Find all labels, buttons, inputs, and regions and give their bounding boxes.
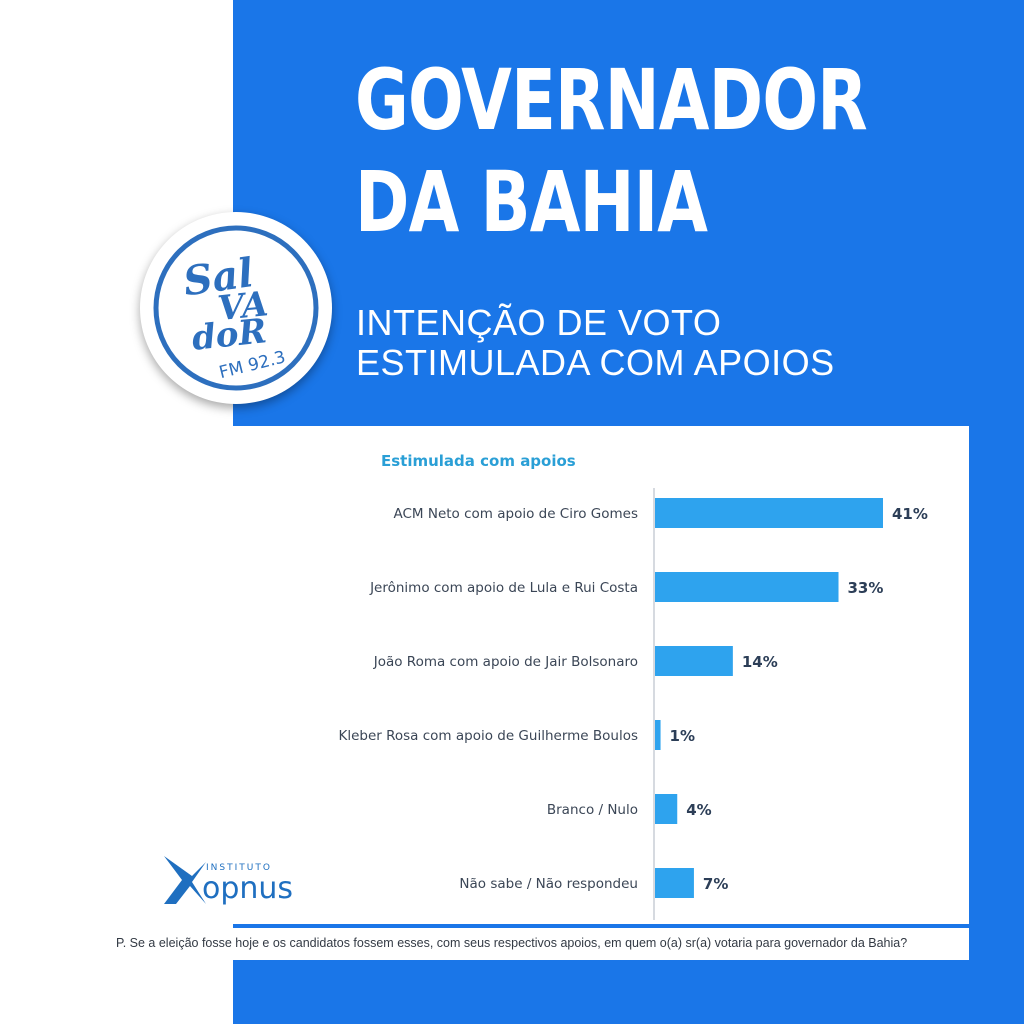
instituto-opnus-logo: INSTITUTO opnus [162, 852, 322, 908]
page-subtitle-line-2: ESTIMULADA COM APOIOS [356, 342, 835, 383]
value-label-0: 41% [892, 505, 928, 523]
value-label-2: 14% [742, 653, 778, 671]
bars-group: ACM Neto com apoio de Ciro Gomes 41% Jerôn… [338, 498, 928, 898]
category-label-2: João Roma com apoio de Jair Bolsonaro [373, 654, 638, 670]
opnus-mark-icon [164, 856, 206, 904]
question-footnote-bar: P. Se a eleição fosse hoje e os candidat… [106, 928, 969, 960]
bar-1 [655, 572, 839, 602]
value-label-3: 1% [670, 727, 695, 745]
page-subtitle-line-1: INTENÇÃO DE VOTO [356, 302, 722, 343]
salvador-fm-logo-graphic: Sal VA doR FM 92.3 [153, 225, 319, 391]
bar-chart: Estimulada com apoios ACM Neto com apoio… [338, 452, 928, 920]
opnus-instituto-label: INSTITUTO [206, 863, 272, 873]
category-label-3: Kleber Rosa com apoio de Guilherme Boulo… [338, 728, 638, 744]
opnus-name-label: opnus [202, 871, 293, 906]
salvador-fm-logo: Sal VA doR FM 92.3 [140, 212, 332, 404]
value-label-1: 33% [848, 579, 884, 597]
logo-word-dor: doR [190, 311, 268, 359]
page-title-line-2: DA BAHIA [355, 153, 708, 251]
logo-ring [153, 225, 319, 391]
value-label-4: 4% [686, 801, 711, 819]
page-title-line-1: GOVERNADOR [355, 51, 868, 149]
bar-3 [655, 720, 661, 750]
bar-4 [655, 794, 678, 824]
bar-0 [655, 498, 883, 528]
logo-word-va: VA [216, 284, 270, 329]
category-label-5: Não sabe / Não respondeu [459, 876, 638, 892]
category-label-4: Branco / Nulo [547, 802, 638, 818]
bar-2 [655, 646, 733, 676]
category-label-0: ACM Neto com apoio de Ciro Gomes [394, 506, 639, 522]
question-footnote: P. Se a eleição fosse hoje e os candidat… [116, 936, 908, 950]
opnus-logo-graphic: INSTITUTO opnus [164, 856, 293, 906]
category-label-1: Jerônimo com apoio de Lula e Rui Costa [369, 580, 638, 596]
chart-card: Estimulada com apoios ACM Neto com apoio… [233, 426, 969, 924]
chart-title: Estimulada com apoios [381, 452, 576, 470]
value-label-5: 7% [703, 875, 728, 893]
bar-5 [655, 868, 694, 898]
logo-word-sal: Sal [180, 249, 256, 305]
